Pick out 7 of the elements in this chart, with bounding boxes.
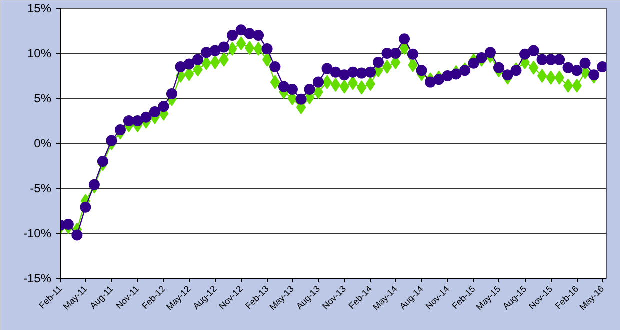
- y-tick-label: -5%: [30, 182, 52, 196]
- y-tick-label: -10%: [23, 226, 52, 240]
- y-tick-label: 10%: [27, 46, 52, 60]
- y-tick-label: -15%: [23, 272, 52, 286]
- y-tick-label: 5%: [34, 92, 52, 106]
- y-tick-label: 0%: [34, 136, 52, 150]
- y-tick-label: 15%: [27, 2, 52, 16]
